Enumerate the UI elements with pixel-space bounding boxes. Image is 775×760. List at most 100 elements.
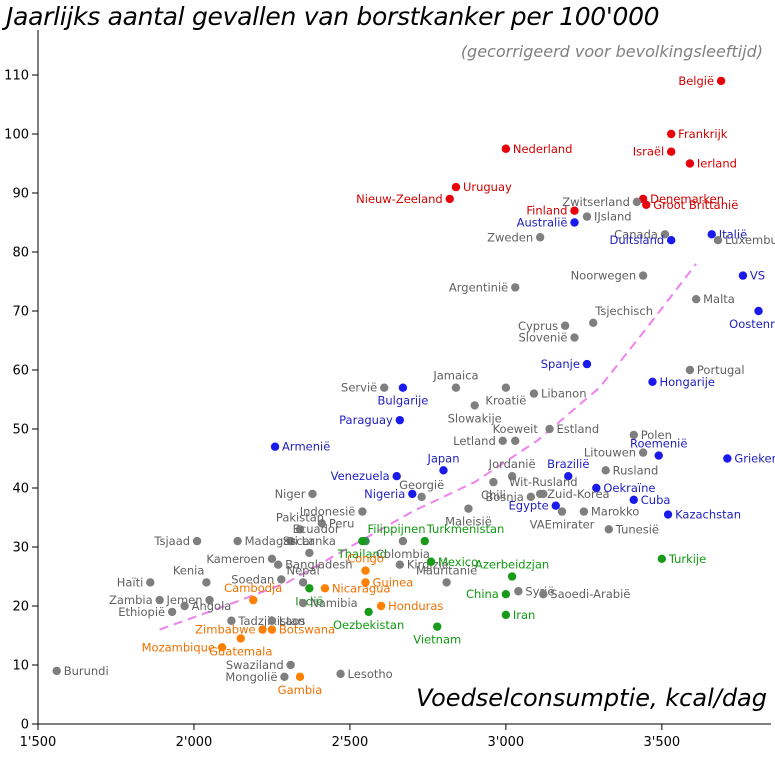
y-tick-label: 80 <box>12 246 29 261</box>
point-slowakije <box>470 401 479 410</box>
point-label-zambia: Zambia <box>109 593 153 607</box>
point-congo <box>361 566 370 575</box>
point-estland <box>545 424 554 434</box>
point-label-brazili-: Brazilië <box>547 457 589 471</box>
point-label-belgi-: België <box>678 74 714 88</box>
point-label-kirgizi-: Kirgizië <box>407 558 449 572</box>
point-label-oekra-ne: Oekraïne <box>603 481 655 495</box>
point-ierland <box>685 159 695 168</box>
point-label-servi-: Servië <box>341 381 377 395</box>
point-kenia <box>202 578 211 587</box>
point-sloveni- <box>570 333 579 342</box>
point-label-vaemirater: VAEmirater <box>530 518 595 532</box>
point-label-egypte: Egypte <box>509 499 549 513</box>
point-label-niger: Niger <box>275 487 306 501</box>
point-oostenrijk <box>754 306 763 316</box>
trend-line <box>159 263 697 631</box>
point-label-isra-l: Israël <box>633 145 664 159</box>
point-belgi- <box>716 76 726 86</box>
point-label-argentini-: Argentinië <box>449 280 508 294</box>
point-label-venezuela: Venezuela <box>331 469 390 483</box>
point-laos <box>267 616 277 625</box>
point-label-groot-brittani-: Groot Brittanië <box>653 198 738 212</box>
point-jordani- <box>507 472 517 481</box>
point-label-kenia: Kenia <box>173 563 205 577</box>
point-guinea <box>361 578 370 587</box>
point-bangladesh <box>273 560 283 569</box>
point-oezbekistan <box>364 607 373 617</box>
point-kroati- <box>501 383 511 392</box>
point-angola <box>180 601 189 611</box>
point-label-bulgarije: Bulgarije <box>377 394 428 408</box>
point-label-chili: Chili <box>481 488 506 502</box>
point-label-frankrijk: Frankrijk <box>678 127 728 141</box>
point-label-lesotho: Lesotho <box>348 667 393 681</box>
y-tick-label: 30 <box>12 541 29 556</box>
point-label-oostenrijk: Oostenrijk <box>729 317 775 331</box>
point-china <box>501 590 511 599</box>
point-label-hongarije: Hongarije <box>659 375 715 389</box>
point-paraguay <box>395 415 405 425</box>
point-label-noorwegen: Noorwegen <box>571 269 637 283</box>
point-tsjechisch <box>589 318 598 327</box>
point-label-colombia: Colombia <box>376 547 430 561</box>
point-argentini- <box>511 283 520 292</box>
point-label-zweden: Zweden <box>487 230 533 244</box>
point-litouwen <box>638 448 648 457</box>
point-label-cambodja: Cambodja <box>224 581 282 595</box>
point-label-uruguay: Uruguay <box>463 180 512 194</box>
point-letland <box>498 436 507 445</box>
y-tick-label: 20 <box>12 600 29 615</box>
point-label-peru: Peru <box>329 516 355 530</box>
point-turkije <box>657 554 667 563</box>
point-botswana <box>267 625 277 634</box>
point-mexico <box>426 557 436 566</box>
point-label-turkije: Turkije <box>668 552 706 566</box>
point-label-kroati-: Kroatië <box>485 394 526 408</box>
point-label-sloveni-: Slovenië <box>519 331 568 345</box>
point-armeni- <box>270 442 280 451</box>
point-niger <box>308 489 317 499</box>
point-label-maleisi-: Maleisië <box>445 515 492 529</box>
point-pakistan <box>295 525 305 534</box>
point-soedan <box>277 575 286 584</box>
point-label-pakistan: Pakistan <box>276 510 324 524</box>
point-label-nigeria: Nigeria <box>364 487 405 501</box>
y-tick-label: 60 <box>12 364 29 379</box>
point-label-griekenland: Griekenland <box>734 452 775 466</box>
point-label-namibia: Namibia <box>310 596 358 610</box>
point-label-thailand: Thailand <box>337 547 387 561</box>
point-rusland <box>601 466 610 475</box>
point-kazachstan <box>663 510 673 519</box>
point-cyprus <box>560 321 570 330</box>
point-label-zwitserland: Zwitserland <box>562 195 630 209</box>
point-label-filippijnen: Filippijnen <box>368 522 426 536</box>
point-azerbeidzjan <box>507 572 517 581</box>
point-thailand <box>358 536 367 546</box>
x-axis-title: Voedselconsumptie, kcal/dag <box>416 684 767 712</box>
point-zambia <box>155 595 164 605</box>
point-label-japan: Japan <box>426 451 459 465</box>
point-nigeria <box>408 489 417 499</box>
y-tick-label: 0 <box>21 718 29 733</box>
point-duitsland <box>666 236 676 245</box>
point-noorwegen <box>638 271 648 280</box>
point-label-tsjechisch: Tsjechisch <box>594 304 653 318</box>
point-kameroen <box>267 554 277 563</box>
point-label-kazachstan: Kazachstan <box>675 508 741 522</box>
point-label-polen: Polen <box>641 428 672 442</box>
point-label-madagascar: Madagascar <box>245 534 315 548</box>
point-saoedi-arabi- <box>539 590 548 599</box>
x-tick-label: 3'000 <box>488 735 525 750</box>
point-label-soedan: Soedan <box>231 572 274 586</box>
point-label-denemarken: Denemarken <box>650 192 724 206</box>
point-label-estland: Estland <box>557 422 600 436</box>
point-griekenland <box>723 454 732 463</box>
point-vietnam <box>433 622 442 631</box>
point-zwitserland <box>632 197 642 207</box>
point-egypte <box>551 501 560 510</box>
point-frankrijk <box>666 129 676 139</box>
point-label-china: China <box>466 587 499 601</box>
point-label-jordani-: Jordanië <box>488 457 536 471</box>
